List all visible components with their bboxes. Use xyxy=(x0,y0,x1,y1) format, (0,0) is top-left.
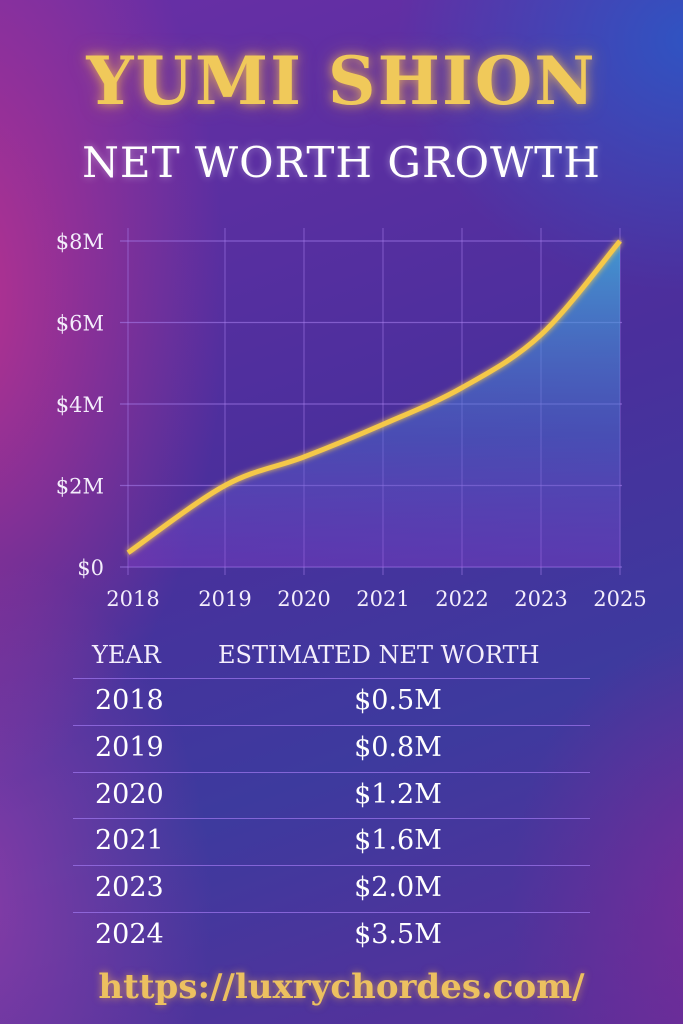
row-net-worth: $1.6M xyxy=(354,825,442,857)
row-year: 2023 xyxy=(95,872,164,904)
row-net-worth: $3.5M xyxy=(354,919,442,950)
table-row: 2023 $2.0M xyxy=(73,865,590,912)
y-tick-label: $4M xyxy=(56,393,104,417)
table-row: 2024 $3.5M xyxy=(73,912,590,959)
x-tick-label: 2018 xyxy=(106,587,159,611)
x-tick-label: 2019 xyxy=(198,587,251,611)
y-tick-label: $2M xyxy=(56,475,104,499)
x-tick-label: 2022 xyxy=(435,587,488,611)
row-net-worth: $1.2M xyxy=(354,778,442,810)
table-row: 2020 $1.2M xyxy=(73,771,590,819)
row-net-worth: $0.5M xyxy=(354,685,442,716)
row-year: 2019 xyxy=(95,731,164,763)
page-subtitle: NET WORTH GROWTH xyxy=(82,138,601,187)
row-year: 2018 xyxy=(95,685,164,716)
x-tick-label: 2021 xyxy=(356,587,409,611)
row-net-worth: $2.0M xyxy=(354,872,442,904)
row-year: 2020 xyxy=(95,778,164,810)
y-tick-label: $8M xyxy=(56,230,104,254)
table-header-year: YEAR xyxy=(92,641,161,669)
row-net-worth: $0.8M xyxy=(354,731,442,763)
y-tick-label: $6M xyxy=(56,312,104,336)
table-header-net-worth: ESTIMATED NET WORTH xyxy=(218,641,540,669)
area-fill xyxy=(128,241,620,567)
table-row: 2019 $0.8M xyxy=(73,724,590,772)
x-tick-label: 2020 xyxy=(277,587,330,611)
net-worth-chart: $0 $2M $4M $6M $8M 2018 2019 2020 2021 2022 2023 20… xyxy=(56,228,647,611)
page-title: YUMI SHION xyxy=(86,42,597,120)
x-tick-label: 2023 xyxy=(514,587,567,611)
row-year: 2021 xyxy=(95,825,164,857)
row-year: 2024 xyxy=(95,919,164,950)
website-url[interactable]: https://luxrychordes.com/ xyxy=(98,967,585,1007)
table-row: 2018 $0.5M xyxy=(73,678,590,725)
table-row: 2021 $1.6M xyxy=(73,818,590,865)
y-tick-label: $0 xyxy=(77,556,104,580)
x-tick-label: 2025 xyxy=(593,587,646,611)
